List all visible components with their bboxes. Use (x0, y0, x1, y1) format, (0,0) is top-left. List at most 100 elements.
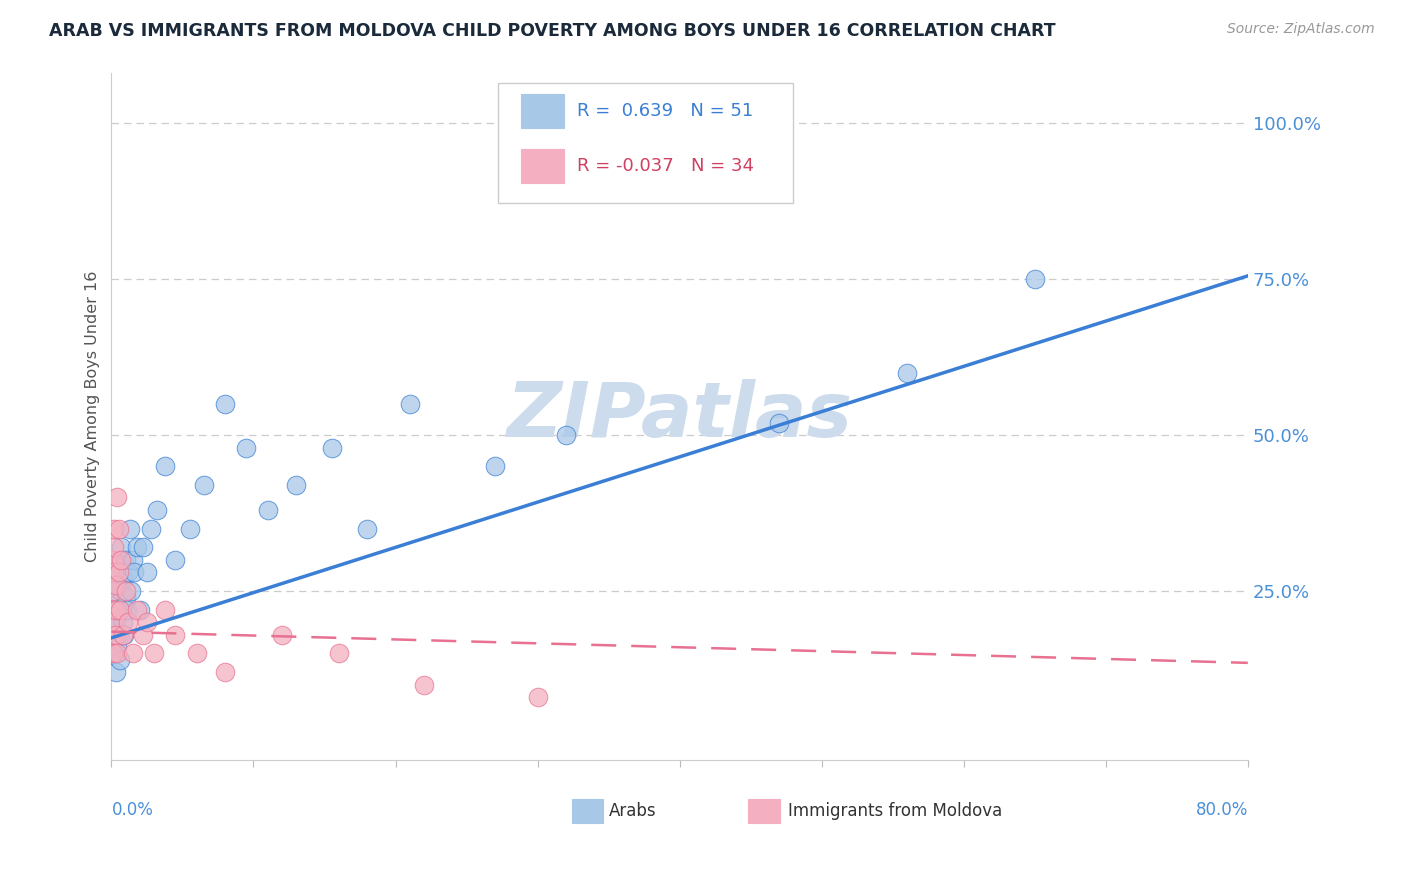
Text: Arabs: Arabs (609, 802, 657, 820)
Point (896, 366, 918, 380)
Text: R =  0.639   N = 51: R = 0.639 N = 51 (578, 102, 754, 120)
Point (668, 178, 690, 193)
Point (103, 615, 125, 630)
Point (114, 591, 136, 605)
Point (193, 478, 215, 492)
Bar (572, 798, 603, 823)
Point (103, 522, 125, 536)
Point (125, 603, 148, 617)
Point (104, 578, 127, 592)
Point (128, 603, 150, 617)
Point (103, 647, 125, 661)
Point (155, 603, 177, 617)
Point (122, 566, 145, 580)
Point (321, 441, 343, 455)
Point (110, 541, 132, 555)
Point (101, 603, 124, 617)
Point (768, 416, 790, 430)
Point (356, 522, 378, 536)
Point (105, 647, 128, 661)
Point (398, 397, 420, 411)
Point (107, 522, 129, 536)
Text: R = -0.037   N = 34: R = -0.037 N = 34 (578, 157, 755, 175)
Point (117, 566, 139, 580)
Point (155, 459, 177, 474)
Point (101, 603, 124, 617)
Point (104, 628, 127, 642)
Point (143, 647, 166, 661)
Point (114, 584, 136, 599)
Point (111, 572, 134, 586)
Y-axis label: Child Poverty Among Boys Under 16: Child Poverty Among Boys Under 16 (86, 270, 100, 562)
Bar (748, 798, 780, 823)
Point (101, 634, 124, 648)
Point (112, 628, 135, 642)
Point (105, 491, 128, 505)
Point (1024, 272, 1046, 286)
Text: ZIPatlas: ZIPatlas (506, 379, 852, 453)
Point (108, 603, 131, 617)
Point (104, 603, 127, 617)
Point (186, 647, 208, 661)
Text: Source: ZipAtlas.com: Source: ZipAtlas.com (1227, 22, 1375, 37)
Point (256, 503, 278, 517)
Bar (520, 94, 564, 128)
Point (110, 584, 132, 599)
Point (114, 553, 136, 567)
Point (104, 615, 127, 630)
Point (121, 553, 143, 567)
Point (103, 584, 125, 599)
Point (103, 541, 125, 555)
Point (107, 566, 129, 580)
Point (165, 553, 187, 567)
Point (146, 503, 169, 517)
Point (120, 584, 142, 599)
Point (118, 522, 141, 536)
Point (141, 522, 163, 536)
Point (117, 615, 139, 630)
Point (214, 665, 236, 680)
Point (107, 578, 129, 592)
Point (484, 459, 506, 474)
Point (104, 566, 127, 580)
Point (214, 397, 236, 411)
Point (111, 615, 134, 630)
Point (101, 628, 124, 642)
Point (179, 522, 201, 536)
Point (103, 566, 125, 580)
Point (125, 541, 148, 555)
Point (111, 628, 134, 642)
Point (101, 647, 124, 661)
Point (104, 665, 127, 680)
Point (108, 603, 131, 617)
Point (526, 690, 548, 705)
Point (107, 628, 129, 642)
Point (105, 640, 128, 655)
Point (328, 647, 350, 661)
Point (108, 653, 131, 667)
Point (101, 584, 124, 599)
Point (270, 628, 292, 642)
Bar (520, 148, 564, 183)
Point (135, 566, 157, 580)
Point (235, 441, 257, 455)
Text: 0.0%: 0.0% (111, 801, 153, 819)
Point (135, 615, 157, 630)
Text: Immigrants from Moldova: Immigrants from Moldova (787, 802, 1002, 820)
Text: 80.0%: 80.0% (1195, 801, 1249, 819)
Point (107, 553, 129, 567)
Point (103, 622, 125, 636)
Point (101, 553, 124, 567)
Point (285, 478, 308, 492)
Point (413, 678, 436, 692)
FancyBboxPatch shape (498, 83, 793, 203)
Text: ARAB VS IMMIGRANTS FROM MOLDOVA CHILD POVERTY AMONG BOYS UNDER 16 CORRELATION CH: ARAB VS IMMIGRANTS FROM MOLDOVA CHILD PO… (49, 22, 1056, 40)
Point (555, 428, 578, 442)
Point (165, 628, 187, 642)
Point (131, 628, 153, 642)
Point (121, 647, 143, 661)
Point (105, 597, 128, 611)
Point (115, 603, 138, 617)
Point (110, 553, 132, 567)
Point (131, 541, 153, 555)
